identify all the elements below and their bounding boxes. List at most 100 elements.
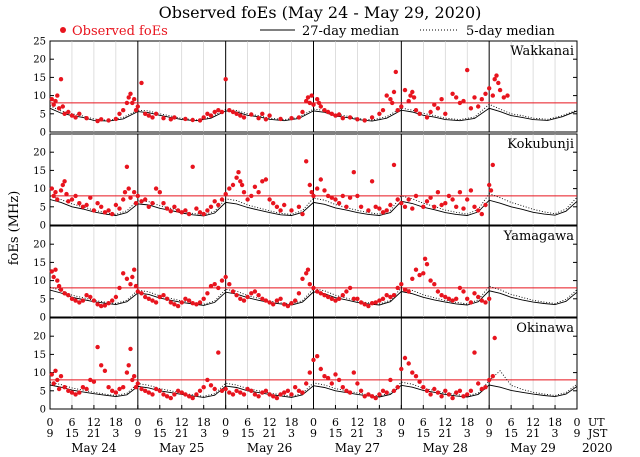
observed-point: [58, 287, 64, 292]
observed-point: [366, 208, 371, 213]
observed-point: [197, 388, 203, 393]
observed-point: [73, 392, 78, 397]
y-tick-label: 5: [40, 109, 46, 120]
observed-point: [476, 104, 481, 109]
observed-point: [241, 115, 247, 120]
observed-point: [402, 87, 408, 93]
jst-tick-label: 9: [222, 427, 229, 440]
observed-point: [135, 381, 140, 386]
date-label: May 29: [510, 441, 555, 455]
jst-tick-label: 15: [65, 427, 79, 440]
observed-point: [472, 350, 477, 355]
observed-point: [282, 202, 287, 208]
observed-point: [318, 104, 323, 109]
jst-tick-label: 21: [526, 427, 540, 440]
date-label: May 28: [423, 441, 468, 455]
observed-point: [164, 206, 170, 211]
observed-point: [175, 388, 181, 393]
observed-point: [130, 274, 135, 280]
observed-point: [84, 293, 89, 298]
observed-point: [390, 100, 395, 106]
observed-point: [411, 95, 417, 100]
legend-median5-label: 5-day median: [466, 24, 555, 39]
observed-point: [307, 100, 312, 106]
observed-point: [263, 388, 269, 393]
observed-point: [168, 300, 173, 305]
observed-point: [443, 111, 448, 117]
observed-point: [56, 386, 62, 392]
y-tick-label: 10: [33, 368, 46, 379]
observed-point: [380, 210, 386, 215]
observed-point: [128, 282, 133, 287]
observed-point: [219, 197, 225, 202]
observed-point: [289, 116, 294, 121]
observed-point: [358, 204, 364, 209]
observed-point: [175, 208, 181, 213]
observed-point: [311, 285, 316, 291]
observed-point: [183, 392, 188, 397]
observed-point: [479, 386, 484, 392]
observed-point: [241, 190, 247, 195]
observed-point: [106, 301, 111, 306]
observed-point: [454, 95, 459, 100]
observed-point: [73, 193, 78, 199]
jst-tick-label: 9: [310, 427, 317, 440]
y-tick-label: 5: [40, 294, 46, 305]
observed-point: [183, 208, 188, 213]
observed-point: [260, 296, 265, 301]
observed-point: [325, 375, 331, 381]
observed-point: [304, 159, 309, 164]
ut-tick-label: 12: [438, 416, 452, 429]
observed-point: [249, 388, 254, 393]
observed-point: [135, 193, 140, 199]
observed-point: [413, 374, 419, 379]
observed-point: [483, 202, 488, 208]
observed-point: [110, 298, 115, 303]
observed-point: [95, 302, 100, 307]
observed-point: [267, 300, 272, 305]
observed-point: [450, 91, 455, 97]
y-tick-label: 15: [33, 258, 46, 269]
observed-point: [139, 386, 144, 392]
observed-point: [278, 296, 283, 301]
observed-point: [391, 89, 397, 95]
observed-point: [406, 197, 411, 202]
observed-point: [421, 204, 426, 209]
observed-point: [318, 177, 323, 182]
jst-tick-label: 3: [464, 427, 471, 440]
observed-point: [194, 206, 199, 211]
observed-point: [133, 283, 139, 289]
observed-point: [369, 394, 375, 399]
observed-point: [340, 293, 345, 298]
observed-point: [260, 111, 265, 117]
observed-point: [377, 392, 382, 397]
observed-point: [435, 190, 441, 195]
median27-line: [49, 107, 578, 122]
observed-point: [190, 117, 195, 123]
observed-point: [325, 294, 331, 300]
observed-point: [380, 108, 386, 113]
observed-point: [377, 298, 382, 303]
observed-point: [461, 98, 466, 104]
observed-point: [95, 344, 100, 350]
observed-point: [135, 104, 140, 109]
observed-point: [260, 390, 265, 395]
observed-point: [408, 93, 413, 98]
observed-point: [99, 363, 104, 368]
observed-point: [113, 294, 119, 300]
observed-point: [322, 293, 327, 298]
observed-point: [443, 294, 448, 300]
observed-point: [278, 116, 283, 122]
observed-point: [428, 278, 433, 283]
observed-point: [179, 210, 184, 215]
observed-point: [362, 302, 367, 307]
jst-tick-label: 15: [416, 427, 430, 440]
y-tick-label: 5: [40, 202, 46, 213]
y-tick-label: 15: [33, 350, 46, 361]
observed-point: [384, 93, 389, 98]
observed-point: [465, 197, 470, 202]
observed-point: [344, 289, 349, 294]
observed-point: [146, 204, 151, 209]
observed-point: [325, 193, 331, 199]
observed-point: [406, 289, 411, 294]
